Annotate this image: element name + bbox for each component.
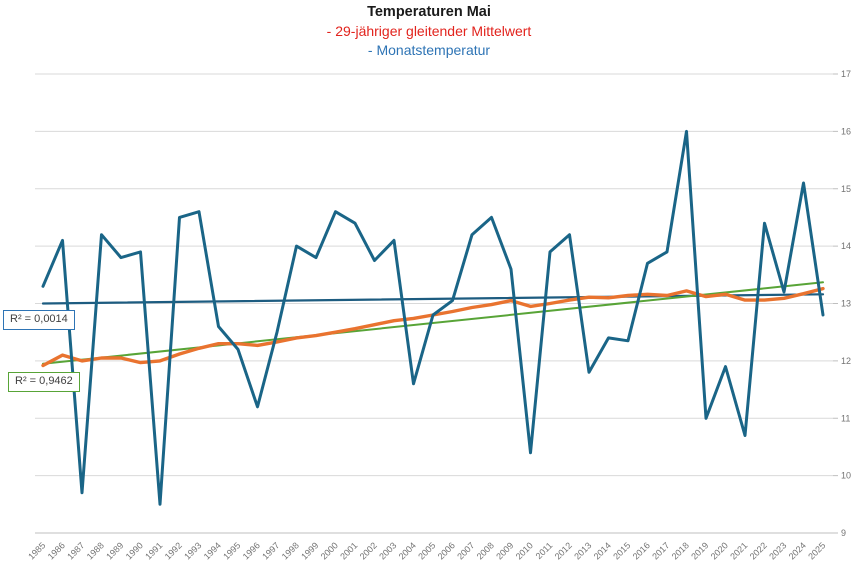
svg-text:2002: 2002 bbox=[358, 540, 379, 561]
svg-text:1997: 1997 bbox=[260, 540, 281, 561]
svg-text:1993: 1993 bbox=[182, 540, 203, 561]
svg-text:2010: 2010 bbox=[514, 540, 535, 561]
trendline-moving-average bbox=[42, 281, 824, 365]
svg-text:9: 9 bbox=[841, 528, 846, 538]
r2-monthly-value: R² = 0,0014 bbox=[10, 313, 68, 325]
svg-text:16: 16 bbox=[841, 126, 851, 136]
svg-text:2023: 2023 bbox=[767, 540, 788, 561]
svg-text:10: 10 bbox=[841, 471, 851, 481]
svg-text:2014: 2014 bbox=[592, 540, 613, 561]
svg-text:12: 12 bbox=[841, 356, 851, 366]
svg-text:1992: 1992 bbox=[163, 540, 184, 561]
svg-text:2015: 2015 bbox=[611, 540, 632, 561]
svg-text:2000: 2000 bbox=[319, 540, 340, 561]
chart-title: Temperaturen Mai bbox=[367, 4, 491, 20]
y-axis-labels: 9 10 11 12 13 14 15 16 17 bbox=[841, 69, 851, 538]
svg-text:2011: 2011 bbox=[534, 540, 555, 561]
svg-text:1990: 1990 bbox=[124, 540, 145, 561]
svg-text:15: 15 bbox=[841, 184, 851, 194]
svg-text:1989: 1989 bbox=[104, 540, 125, 561]
svg-text:17: 17 bbox=[841, 69, 851, 79]
svg-text:1988: 1988 bbox=[85, 540, 106, 561]
svg-text:2024: 2024 bbox=[787, 540, 808, 561]
x-axis-labels: 1985198619871988198919901991199219931994… bbox=[26, 540, 827, 561]
svg-text:2009: 2009 bbox=[494, 540, 515, 561]
svg-text:2013: 2013 bbox=[572, 540, 593, 561]
svg-text:1991: 1991 bbox=[143, 540, 164, 561]
legend-monthly-label: - Monatstemperatur bbox=[367, 42, 491, 58]
svg-text:2012: 2012 bbox=[553, 540, 574, 561]
svg-text:1996: 1996 bbox=[241, 540, 262, 561]
legend-moving-average-label: - 29-jähriger gleitender Mittelwert bbox=[326, 23, 532, 39]
svg-text:2021: 2021 bbox=[728, 540, 749, 561]
svg-text:1995: 1995 bbox=[221, 540, 242, 561]
svg-text:2025: 2025 bbox=[806, 540, 827, 561]
r2-average-value: R² = 0,9462 bbox=[15, 375, 73, 387]
svg-text:2022: 2022 bbox=[748, 540, 769, 561]
gridlines bbox=[35, 73, 838, 534]
svg-text:1985: 1985 bbox=[26, 540, 47, 561]
svg-text:1986: 1986 bbox=[46, 540, 67, 561]
svg-text:2005: 2005 bbox=[416, 540, 437, 561]
svg-text:2001: 2001 bbox=[338, 540, 359, 561]
r2-label-monthly-trend: R² = 0,0014 bbox=[3, 310, 75, 330]
chart-header: Temperaturen Mai - 29-jähriger gleitende… bbox=[0, 3, 858, 60]
series-moving-average bbox=[41, 286, 825, 368]
svg-text:1994: 1994 bbox=[202, 540, 223, 561]
svg-text:13: 13 bbox=[841, 299, 851, 309]
svg-text:14: 14 bbox=[841, 241, 851, 251]
svg-text:2018: 2018 bbox=[670, 540, 691, 561]
svg-text:2016: 2016 bbox=[631, 540, 652, 561]
svg-text:1987: 1987 bbox=[65, 540, 86, 561]
svg-text:1999: 1999 bbox=[299, 540, 320, 561]
svg-text:2017: 2017 bbox=[650, 540, 671, 561]
svg-text:2004: 2004 bbox=[397, 540, 418, 561]
svg-text:1998: 1998 bbox=[280, 540, 301, 561]
svg-text:2020: 2020 bbox=[709, 540, 730, 561]
svg-text:2006: 2006 bbox=[436, 540, 457, 561]
svg-text:2007: 2007 bbox=[455, 540, 476, 561]
r2-label-average-trend: R² = 0,9462 bbox=[8, 372, 80, 392]
svg-text:2008: 2008 bbox=[475, 540, 496, 561]
svg-text:11: 11 bbox=[841, 413, 850, 423]
svg-text:2019: 2019 bbox=[689, 540, 710, 561]
series-monthly-temperature bbox=[41, 129, 825, 506]
svg-text:2003: 2003 bbox=[377, 540, 398, 561]
